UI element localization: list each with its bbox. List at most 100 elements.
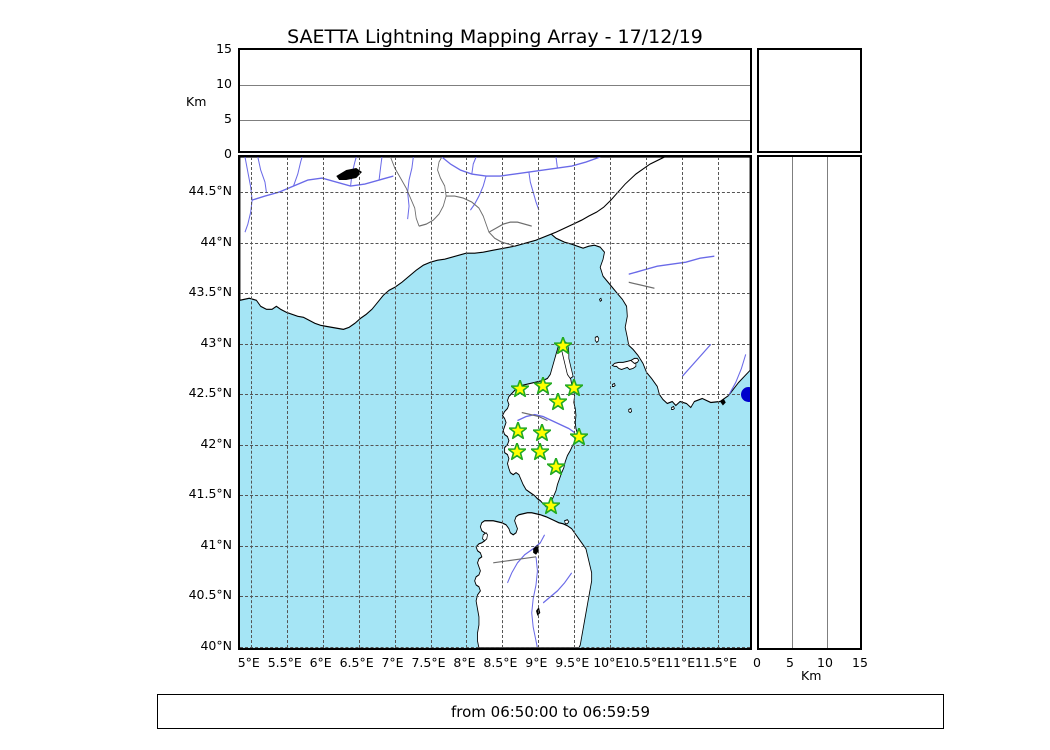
map-xtick-6.5°E: 6.5°E <box>339 655 374 670</box>
map-gridline-lat-44°N <box>240 242 750 244</box>
river-arno <box>628 255 715 275</box>
station-marker[interactable] <box>564 378 584 397</box>
map-gridline-lon-10°E <box>610 157 612 648</box>
map-gridline-lat-40°N <box>240 646 750 648</box>
coastline-asinara <box>482 532 488 542</box>
map-gridline-lat-44.5°N <box>240 192 750 194</box>
river-tiber <box>728 354 747 396</box>
top-panel-ytick-0: 0 <box>224 146 232 161</box>
right-panel-xtick-5: 5 <box>786 655 794 670</box>
map-xtick-5.5°E: 5.5°E <box>267 655 302 670</box>
map-ytick-41.5°N: 41.5°N <box>188 486 232 502</box>
page-title: SAETTA Lightning Mapping Array - 17/12/1… <box>287 26 703 48</box>
map-gridline-lat-41.5°N <box>240 495 750 497</box>
right-panel-xtick-10: 10 <box>817 655 833 670</box>
map-ytick-44.5°N: 44.5°N <box>188 183 232 199</box>
coastline-pianosa <box>611 382 616 387</box>
river-alpine-2 <box>378 157 383 181</box>
lake-geneva <box>336 168 362 181</box>
map-gridline-lat-42°N <box>240 444 750 446</box>
map-gridline-lon-6.5°E <box>358 157 360 648</box>
border-liguria <box>488 221 532 233</box>
coastline-elba <box>611 359 637 370</box>
map-xtick-9.5°E: 9.5°E <box>555 655 590 670</box>
border-corsica-departments <box>521 411 548 422</box>
map-ytick-40.5°N: 40.5°N <box>188 587 232 603</box>
map-ytick-43°N: 43°N <box>200 334 232 350</box>
map-gridline-lat-41°N <box>240 545 750 547</box>
map-gridline-lat-43°N <box>240 343 750 345</box>
river-po-tributary-2 <box>528 171 540 211</box>
map-gridline-lon-8.5°E <box>502 157 504 648</box>
map-ytick-42.5°N: 42.5°N <box>188 385 232 401</box>
station-marker[interactable] <box>533 376 553 395</box>
river-alpine-1 <box>350 157 357 187</box>
lake-bolsena <box>720 398 726 406</box>
top-panel-ytick-15: 15 <box>216 41 232 56</box>
border-sardinia-province <box>493 556 537 564</box>
map-gridline-lon-5.5°E <box>286 157 288 648</box>
status-bar: from 06:50:00 to 06:59:59 <box>157 694 944 729</box>
river-isere <box>293 157 303 187</box>
corner-panel <box>757 48 862 153</box>
top-panel-gridline-10 <box>240 85 750 86</box>
map-ytick-40°N: 40°N <box>200 637 232 653</box>
map-gridline-lon-7°E <box>394 157 396 648</box>
map-ytick-42°N: 42°N <box>200 435 232 451</box>
map-gridline-lon-8°E <box>466 157 468 648</box>
top-panel-axis-label-km: Km <box>186 94 207 109</box>
map-gridline-lon-9°E <box>538 157 540 648</box>
station-marker[interactable] <box>507 442 527 461</box>
station-marker[interactable] <box>508 420 528 440</box>
map-gridline-lon-7.5°E <box>430 157 432 648</box>
border-tuscany <box>628 281 655 289</box>
station-marker[interactable] <box>546 457 566 476</box>
station-marker[interactable] <box>548 392 568 411</box>
right-altitude-panel[interactable] <box>757 155 862 650</box>
river-golo <box>517 413 575 434</box>
station-marker[interactable] <box>569 427 589 446</box>
right-panel-xtick-15: 15 <box>852 655 868 670</box>
map-xtick-10.5°E: 10.5°E <box>623 655 666 670</box>
map-gridline-lon-11.5°E <box>718 157 720 648</box>
river-coghinas <box>531 556 538 648</box>
station-marker[interactable] <box>541 495 561 515</box>
map-xtick-8.5°E: 8.5°E <box>483 655 518 670</box>
station-marker[interactable] <box>530 442 550 461</box>
river-po-tributary-1 <box>471 157 477 175</box>
coastline-gorgona <box>599 297 603 302</box>
map-geography <box>240 157 750 648</box>
coastline-elba-east <box>630 357 640 364</box>
map-gridline-lon-6°E <box>322 157 324 648</box>
coastline-giglio <box>671 405 675 411</box>
top-panel-ytick-10: 10 <box>216 76 232 91</box>
map-ytick-43.5°N: 43.5°N <box>188 284 232 300</box>
map-gridline-lat-42.5°N <box>240 394 750 396</box>
map-xtick-6°E: 6°E <box>309 655 332 670</box>
map-xtick-8°E: 8°E <box>453 655 476 670</box>
station-marker[interactable] <box>532 422 552 442</box>
top-panel-ytick-5: 5 <box>224 111 232 126</box>
map-xtick-7°E: 7°E <box>381 655 404 670</box>
solution-marker[interactable] <box>740 386 750 402</box>
map-gridline-lat-43.5°N <box>240 293 750 295</box>
map-xtick-11.5°E: 11.5°E <box>695 655 738 670</box>
right-panel-gridline-10 <box>827 157 828 648</box>
map-gridline-lon-11°E <box>682 157 684 648</box>
map-gridline-lat-40.5°N <box>240 596 750 598</box>
rivers-layer <box>244 157 747 648</box>
map-xtick-9°E: 9°E <box>525 655 548 670</box>
top-panel-gridline-5 <box>240 120 750 121</box>
map-panel[interactable] <box>238 155 752 650</box>
river-ombrone <box>681 343 712 377</box>
top-altitude-panel[interactable] <box>238 48 752 153</box>
station-marker[interactable] <box>510 379 530 398</box>
map-xtick-11°E: 11°E <box>665 655 696 670</box>
coastline-maddalena <box>564 519 570 525</box>
map-gridline-lon-5°E <box>250 157 252 648</box>
lake-sardinia-omodeo <box>533 544 539 555</box>
map-xtick-5°E: 5°E <box>237 655 260 670</box>
right-panel-xtick-0: 0 <box>753 655 761 670</box>
station-marker[interactable] <box>553 336 573 355</box>
